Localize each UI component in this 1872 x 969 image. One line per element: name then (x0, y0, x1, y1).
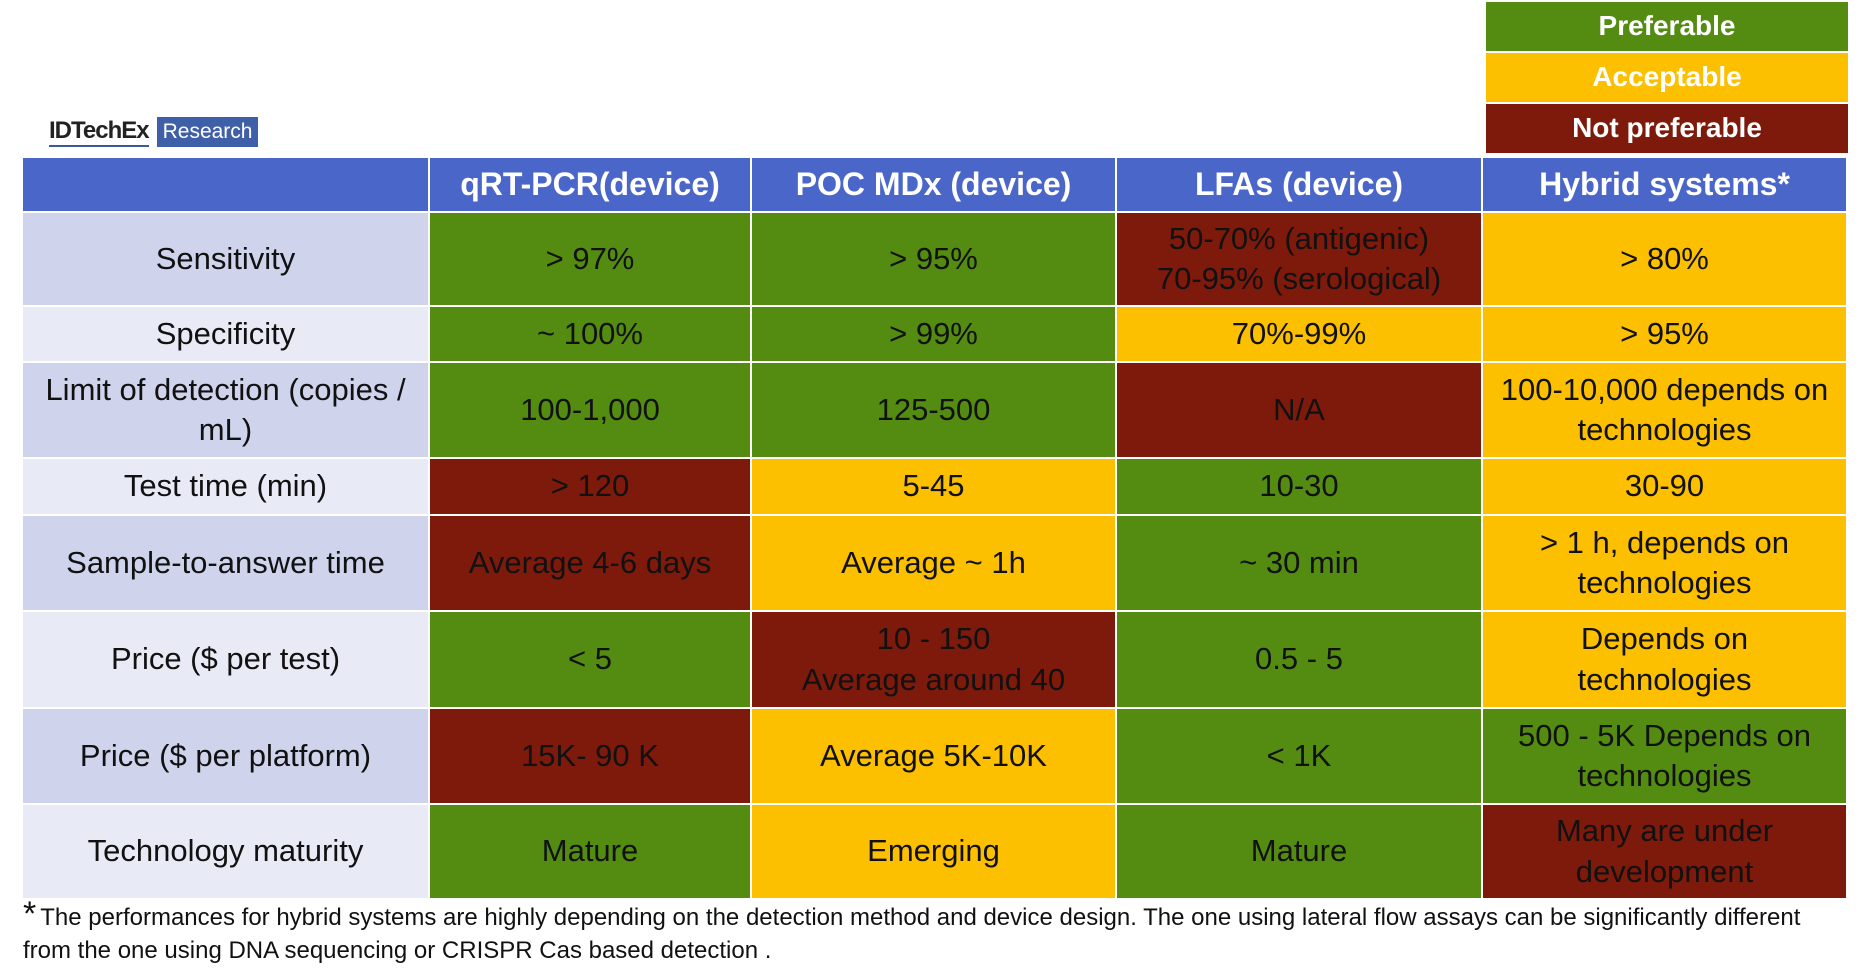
row-label: Sample-to-answer time (23, 516, 428, 610)
table-cell: Emerging (752, 805, 1115, 898)
legend-item: Acceptable (1486, 53, 1848, 102)
table-cell: 15K- 90 K (430, 709, 750, 803)
table-cell: > 95% (1483, 307, 1846, 361)
table-cell: N/A (1117, 363, 1481, 457)
table-cell: 50-70% (antigenic) 70-95% (serological) (1117, 213, 1481, 305)
table-cell: ~ 100% (430, 307, 750, 361)
table-cell: Mature (1117, 805, 1481, 898)
footnote-mark: * (23, 895, 37, 933)
table-cell: < 1K (1117, 709, 1481, 803)
row-label: Price ($ per test) (23, 612, 428, 707)
table-cell: Average ~ 1h (752, 516, 1115, 610)
header-cell: qRT-PCR(device) (430, 158, 750, 211)
table-cell: > 1 h, depends on technologies (1483, 516, 1846, 610)
table-cell: > 95% (752, 213, 1115, 305)
table-cell: Average 5K-10K (752, 709, 1115, 803)
table-cell: > 80% (1483, 213, 1846, 305)
table-cell: 5-45 (752, 459, 1115, 514)
header-cell: Hybrid systems* (1483, 158, 1846, 211)
table-cell: 0.5 - 5 (1117, 612, 1481, 707)
row-label: Technology maturity (23, 805, 428, 898)
table-cell: 70%-99% (1117, 307, 1481, 361)
table-cell: 125-500 (752, 363, 1115, 457)
table-cell: < 5 (430, 612, 750, 707)
table-cell: > 120 (430, 459, 750, 514)
row-label: Limit of detection (copies / mL) (23, 363, 428, 457)
table-cell: Many are under development (1483, 805, 1846, 898)
row-label: Test time (min) (23, 459, 428, 514)
row-label: Specificity (23, 307, 428, 361)
footnote: * The performances for hybrid systems are… (23, 895, 1853, 967)
table-cell: ~ 30 min (1117, 516, 1481, 610)
table-cell: Depends on technologies (1483, 612, 1846, 707)
logo: IDTechEx Research (49, 117, 259, 147)
table-cell: Average 4-6 days (430, 516, 750, 610)
table-cell: 500 - 5K Depends on technologies (1483, 709, 1846, 803)
table-cell: 100-10,000 depends on technologies (1483, 363, 1846, 457)
logo-brand: IDTechEx (49, 117, 150, 147)
footnote-text: The performances for hybrid systems are … (23, 904, 1801, 964)
header-cell (23, 158, 428, 211)
table-cell: 10-30 (1117, 459, 1481, 514)
row-label: Sensitivity (23, 213, 428, 305)
table-cell: > 99% (752, 307, 1115, 361)
row-label: Price ($ per platform) (23, 709, 428, 803)
table-cell: > 97% (430, 213, 750, 305)
legend-item: Preferable (1486, 2, 1848, 51)
table-cell: 30-90 (1483, 459, 1846, 514)
table-cell: 10 - 150 Average around 40 (752, 612, 1115, 707)
legend-item: Not preferable (1486, 104, 1848, 153)
table-cell: 100-1,000 (430, 363, 750, 457)
header-cell: LFAs (device) (1117, 158, 1481, 211)
table-cell: Mature (430, 805, 750, 898)
logo-tag: Research (156, 117, 259, 147)
header-cell: POC MDx (device) (752, 158, 1115, 211)
